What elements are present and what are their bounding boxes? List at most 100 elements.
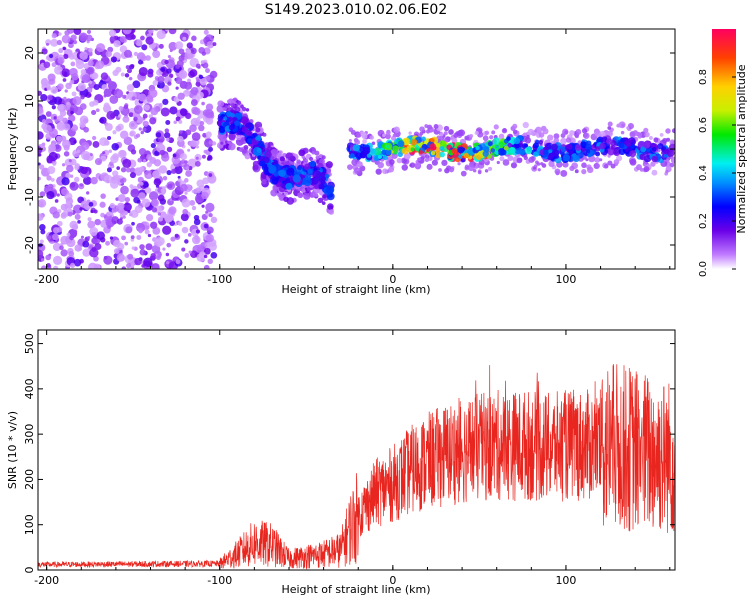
spectrogram-cell [104, 123, 113, 131]
spectrogram-cell [196, 79, 200, 83]
spectrogram-cell [57, 220, 63, 227]
spectrogram-cell [448, 129, 454, 135]
spectrogram-cell [586, 166, 594, 174]
spectrogram-cell [438, 168, 442, 172]
spectrogram-cell [236, 134, 242, 141]
spectrogram-cell [444, 168, 450, 174]
spectrogram-cell [421, 136, 426, 142]
spectrogram-cell [140, 153, 149, 163]
spectrogram-cell [125, 65, 130, 70]
spectrogram-cell [188, 81, 192, 86]
spectrogram-cell [90, 176, 98, 185]
spectrogram-cell [122, 94, 127, 99]
snr-y-tick-label: 300 [23, 424, 36, 445]
spectrogram-cell [403, 152, 411, 160]
spectrogram-cell [46, 190, 55, 200]
spectrogram-cell [160, 67, 166, 72]
spectrogram-cell [52, 211, 60, 219]
spectrogram-cell [535, 126, 543, 134]
spectrogram-cell [106, 211, 112, 217]
spectrogram-cell [165, 120, 171, 126]
spectrogram-cell [168, 41, 178, 51]
spectrogram-cell [102, 151, 106, 155]
spectrogram-cell [89, 153, 93, 157]
spectrogram-cell [484, 130, 490, 135]
spectrogram-cell [200, 60, 205, 65]
spectrogram-cell [121, 235, 126, 241]
spectrogram-cell [69, 174, 74, 178]
spectrogram-cell [292, 174, 301, 183]
spectrogram-cell [131, 246, 136, 250]
spectrogram-cell [574, 144, 582, 151]
spectrogram-cell [201, 101, 205, 106]
spectrogram-cell [187, 233, 192, 237]
spectrogram-cell [84, 47, 88, 51]
spectrogram-cell [157, 212, 162, 216]
spectrogram-cell [637, 140, 645, 148]
spectrogram-cell [79, 207, 83, 211]
spectrogram-cell [73, 29, 82, 36]
spectrogram-cell [207, 155, 213, 161]
spectrogram-cell [40, 94, 48, 102]
spectrogram-cell [507, 156, 512, 161]
spectrogram-cell [159, 149, 166, 156]
spectrogram-cell [164, 128, 170, 133]
spectrogram-cell [177, 135, 184, 143]
spectrogram-cell [187, 78, 191, 83]
spectrogram-cell [58, 32, 62, 36]
spectrogram-cell [181, 198, 191, 208]
spectrogram-cell [135, 222, 146, 233]
spectrogram-cell [151, 263, 160, 269]
spectrogram-cell [201, 191, 209, 200]
spectrogram-cell [103, 102, 110, 109]
spectrogram-cell [321, 201, 326, 205]
spectrogram-cell [100, 193, 106, 199]
spectrogram-cell [560, 137, 567, 145]
spectrogram-cell [71, 91, 77, 97]
colorbar: 0.0 0.2 0.4 0.6 0.8 Normalized spectral ampl… [698, 29, 748, 277]
spectrogram-cell [129, 172, 136, 179]
spectrogram-cell [188, 250, 192, 254]
spectrogram-cell [69, 220, 78, 230]
spectrogram-cell [57, 103, 67, 113]
spectrogram-cell [142, 127, 147, 132]
spectrogram-cell [113, 88, 124, 99]
spectrogram-cell [48, 128, 58, 138]
spectrogram-cell [538, 132, 545, 138]
spectrogram-cell [392, 133, 397, 138]
spectrogram-cell [87, 217, 92, 222]
spectrogram-cell [210, 251, 218, 259]
snr-frame [37, 329, 676, 571]
spectrogram-cell [528, 156, 535, 163]
spectrogram-cell [90, 209, 94, 214]
spectrogram-cell [46, 157, 53, 164]
spectrogram-cell [460, 157, 466, 163]
spectrogram-cell [123, 49, 133, 58]
spectrogram-cell [198, 74, 204, 80]
spectrogram-cell [607, 126, 612, 130]
spectrogram-cell [122, 115, 130, 123]
spectrogram-cell [62, 78, 67, 82]
spectrogram-cell [74, 106, 84, 116]
spectrogram-cell [116, 166, 120, 170]
spectrogram-cell [208, 213, 213, 218]
spectrogram-cell [512, 129, 518, 135]
spectrogram-cell [38, 162, 41, 166]
spectrogram-cell [205, 117, 214, 125]
spectrogram-cell [538, 139, 544, 145]
spectrogram-cell [167, 183, 173, 189]
spectrogram-cell [229, 141, 233, 146]
spectrogram-cell [595, 146, 601, 152]
spectrogram-cell [477, 170, 482, 175]
spectrogram-cell [145, 225, 150, 230]
spectrogram-cell [119, 130, 129, 140]
spectrogram-cell [180, 213, 189, 222]
spectrogram-x-axis-label: Height of straight line (km) [281, 283, 430, 296]
spectrogram-cell [421, 156, 425, 160]
spectrogram-cell [651, 169, 658, 176]
spectrogram-cell [210, 216, 218, 224]
spectrogram-cell [120, 185, 129, 195]
spectrogram-cell [369, 135, 374, 140]
spectrogram-cell [153, 50, 160, 57]
